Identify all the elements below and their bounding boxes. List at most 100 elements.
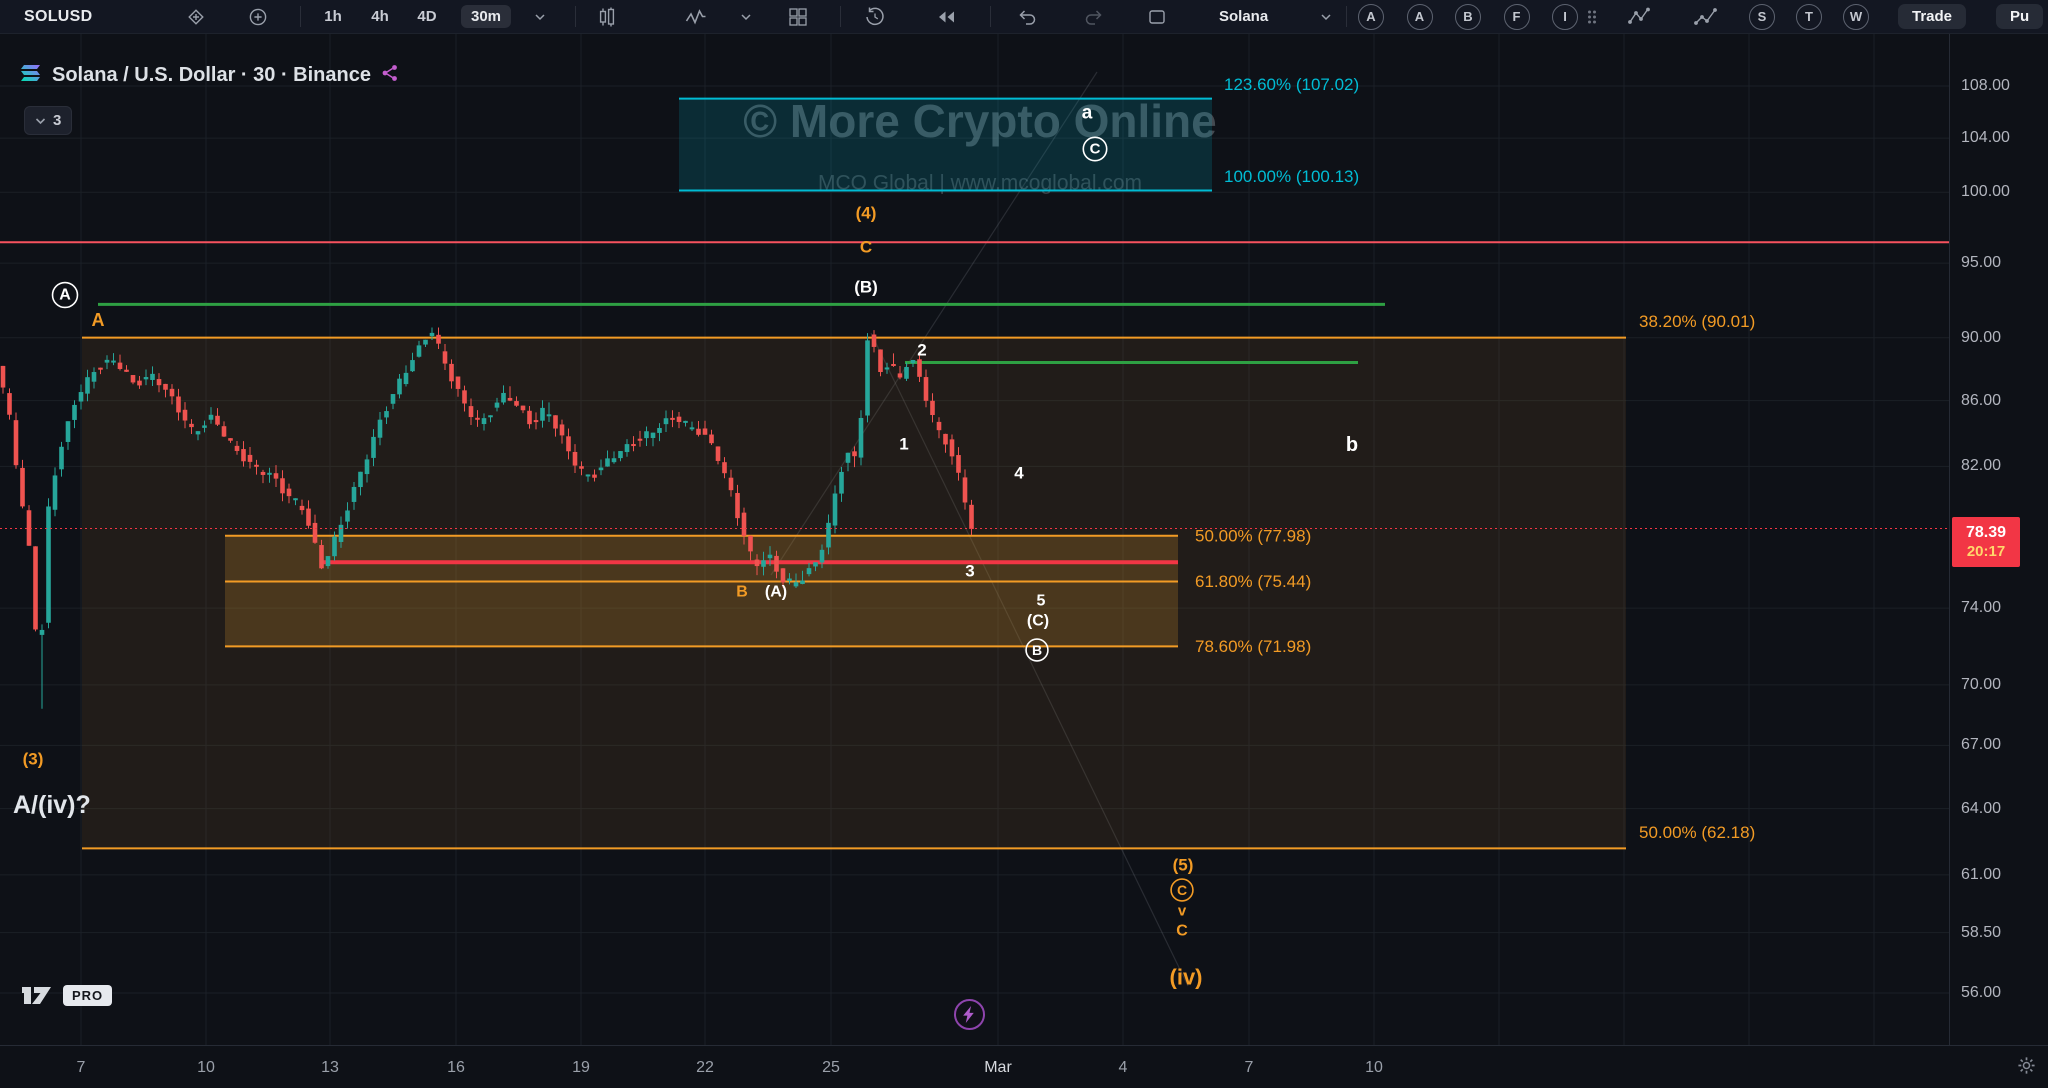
indicators-menu-chevron-icon[interactable] xyxy=(741,0,752,33)
wave-label: 5 xyxy=(1037,593,1046,610)
wave-label: (B) xyxy=(854,278,878,297)
timeframe-30m-button-active[interactable]: 30m xyxy=(460,5,512,28)
compare-icon[interactable] xyxy=(186,0,206,33)
fib-level-label: 61.80% (75.44) xyxy=(1195,572,1311,591)
wave-label: C xyxy=(860,238,872,257)
wave-label: v xyxy=(1178,903,1187,920)
pro-badge: PRO xyxy=(63,984,113,1006)
add-symbol-icon[interactable] xyxy=(248,0,268,33)
share-icon[interactable] xyxy=(381,64,399,87)
solana-logo-icon xyxy=(20,64,42,87)
price-scale-label: 61.00 xyxy=(1961,865,2002,883)
favorite-i-button-4[interactable]: I xyxy=(1552,0,1578,33)
price-scale-label: 95.00 xyxy=(1961,254,2002,272)
chevron-down-icon xyxy=(35,117,46,124)
symbol-title[interactable]: Solana / U.S. Dollar · 30 · Binance xyxy=(52,64,371,86)
wave-label: a xyxy=(1082,103,1093,124)
wave-label: b xyxy=(1346,434,1358,456)
layout-grid-icon[interactable] xyxy=(788,0,808,33)
rewind-icon[interactable] xyxy=(935,0,957,33)
bar-replay-icon[interactable] xyxy=(864,0,886,33)
symbol-search-button[interactable]: SOLUSD xyxy=(24,7,93,25)
fib-retracement-large[interactable]: 38.20% (90.01) 50.00% (62.18) xyxy=(82,312,1755,850)
object-tree-collapsed-pill[interactable]: 3 xyxy=(24,106,73,135)
fib-retracement-small[interactable]: 50.00% (77.98) 61.80% (75.44) 78.60% (71.9… xyxy=(225,526,1311,656)
undo-icon[interactable] xyxy=(1016,0,1038,33)
publish-button[interactable]: Pu xyxy=(1996,4,2044,29)
timeframe-1h-button[interactable]: 1h xyxy=(324,8,342,25)
wave-label: B xyxy=(1032,642,1042,658)
wave-label: C xyxy=(1177,882,1187,898)
toolbar-separator xyxy=(1346,6,1347,27)
wave-label: (5) xyxy=(1173,856,1194,875)
price-scale-label: 108.00 xyxy=(1961,77,2010,94)
current-price-badge: 78.39 20:17 xyxy=(1952,517,2020,567)
time-scale-label: 16 xyxy=(447,1058,465,1076)
favorite-b-button-2[interactable]: B xyxy=(1455,0,1481,33)
timeframe-4h-button[interactable]: 4h xyxy=(371,8,389,25)
top-toolbar: SOLUSD 1h 4h 4D 30m Solana A A B F I S T W Trade Pu xyxy=(0,0,2048,34)
time-scale-label: 7 xyxy=(1244,1058,1254,1076)
current-price: 78.39 xyxy=(1965,523,2007,541)
fib-level-label: 78.60% (71.98) xyxy=(1195,637,1311,656)
lightning-icon xyxy=(963,1006,974,1023)
price-scale-label: 67.00 xyxy=(1961,736,2002,754)
time-scale-label: 25 xyxy=(822,1058,840,1076)
wave-label: (iv) xyxy=(1170,965,1203,990)
quick-trade-bolt-button[interactable] xyxy=(954,999,985,1030)
favorite-drawing-tool-icon-2[interactable] xyxy=(1694,0,1718,33)
fib-level-label: 50.00% (77.98) xyxy=(1195,526,1311,545)
chart-canvas[interactable]: © More Crypto Online MCO Global | www.mco… xyxy=(0,0,2048,1045)
wave-label: C xyxy=(1090,141,1101,158)
wave-label: 4 xyxy=(1014,464,1024,483)
toolbar-separator xyxy=(300,6,301,27)
favorite-a-button-1[interactable]: A xyxy=(1406,0,1433,33)
chart-style-candles-icon[interactable] xyxy=(596,0,618,33)
wave-label: (C) xyxy=(1027,613,1049,630)
price-scale-label: 56.00 xyxy=(1961,984,2002,1001)
scale-settings-gear-icon[interactable] xyxy=(2017,1056,2036,1080)
time-scale-label: 22 xyxy=(696,1058,714,1076)
grip-handle-icon[interactable] xyxy=(1586,0,1598,33)
favorite-a-button-0[interactable]: A xyxy=(1358,0,1384,33)
favorite-w-button-r2[interactable]: W xyxy=(1843,0,1869,33)
rectangle-tool-icon[interactable] xyxy=(1147,0,1167,33)
tradingview-logo[interactable]: PRO xyxy=(20,983,113,1007)
favorite-f-button-3[interactable]: F xyxy=(1503,0,1530,33)
wave-label: C xyxy=(1176,923,1188,940)
chart-legend-title[interactable]: Solana / U.S. Dollar · 30 · Binance xyxy=(20,64,399,87)
price-scale-label: 74.00 xyxy=(1961,599,2002,617)
time-scale[interactable]: 7 10 13 16 19 22 25 Mar 4 7 10 xyxy=(0,1045,2048,1088)
redo-icon[interactable] xyxy=(1083,0,1105,33)
favorite-drawing-tool-icon-1[interactable] xyxy=(1628,0,1652,33)
wave-label: A xyxy=(59,287,71,304)
fib-extension-box[interactable]: 123.60% (107.02) 100.00% (100.13) xyxy=(679,75,1359,192)
interval-menu-chevron-icon[interactable] xyxy=(535,0,546,33)
favorite-t-button-r1[interactable]: T xyxy=(1796,0,1822,33)
wave-label: 3 xyxy=(965,562,974,581)
time-scale-label: 10 xyxy=(1365,1058,1383,1076)
price-scale-label: 86.00 xyxy=(1961,391,2002,409)
time-scale-label: 7 xyxy=(76,1058,86,1076)
hidden-series-count: 3 xyxy=(53,112,62,129)
trend-channel-lines[interactable] xyxy=(770,71,1189,987)
layout-menu-chevron-icon[interactable] xyxy=(1321,0,1332,33)
tradingview-mark-icon xyxy=(22,987,51,1004)
layout-name-button[interactable]: Solana xyxy=(1219,8,1269,25)
horizontal-lines[interactable] xyxy=(0,241,1949,565)
wave-label: 1 xyxy=(899,435,908,454)
time-scale-label: 4 xyxy=(1118,1058,1128,1076)
candlestick-series xyxy=(0,327,974,709)
timeframe-4d-button[interactable]: 4D xyxy=(417,8,437,25)
price-scale-label: 100.00 xyxy=(1961,183,2010,201)
indicators-icon[interactable] xyxy=(685,0,708,33)
wave-label: A/(iv)? xyxy=(13,791,91,819)
trade-button[interactable]: Trade xyxy=(1897,4,1967,29)
favorite-s-button-r0[interactable]: S xyxy=(1749,0,1775,33)
toolbar-separator xyxy=(575,6,576,27)
fib-level-label: 38.20% (90.01) xyxy=(1639,312,1755,331)
time-scale-label: Mar xyxy=(984,1058,1012,1076)
time-scale-label: 13 xyxy=(321,1058,339,1076)
